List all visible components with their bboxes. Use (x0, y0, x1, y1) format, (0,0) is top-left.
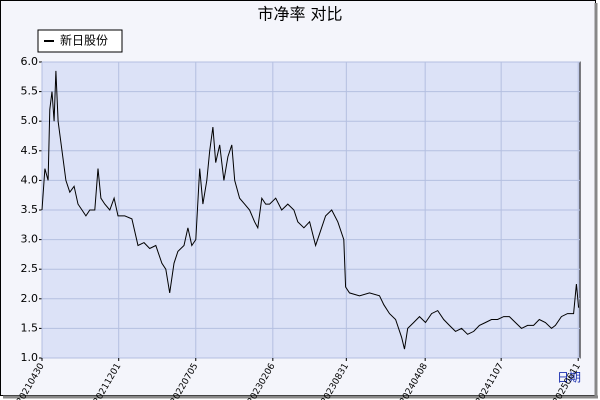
legend-box (37, 29, 123, 53)
line (41, 70, 580, 350)
x-axis-label: 日期 (557, 371, 581, 385)
y-tick-label: 6.0 (21, 55, 39, 68)
y-tick-label: 2.0 (21, 292, 39, 305)
chart-title: 市净率 对比 (257, 5, 342, 24)
y-tick-label: 5.5 (21, 85, 39, 98)
y-tick-label: 4.0 (21, 173, 39, 186)
legend-label: 新日股份 (60, 33, 108, 48)
y-tick-label: 1.5 (21, 321, 39, 334)
y-tick-label: 4.5 (21, 144, 39, 157)
y-tick-label: 1.0 (21, 351, 39, 364)
y-tick-label: 3.0 (21, 233, 39, 246)
y-tick-label: 2.5 (21, 262, 39, 275)
y-tick-label: 3.5 (21, 203, 39, 216)
y-tick-label: 5.0 (21, 114, 39, 127)
